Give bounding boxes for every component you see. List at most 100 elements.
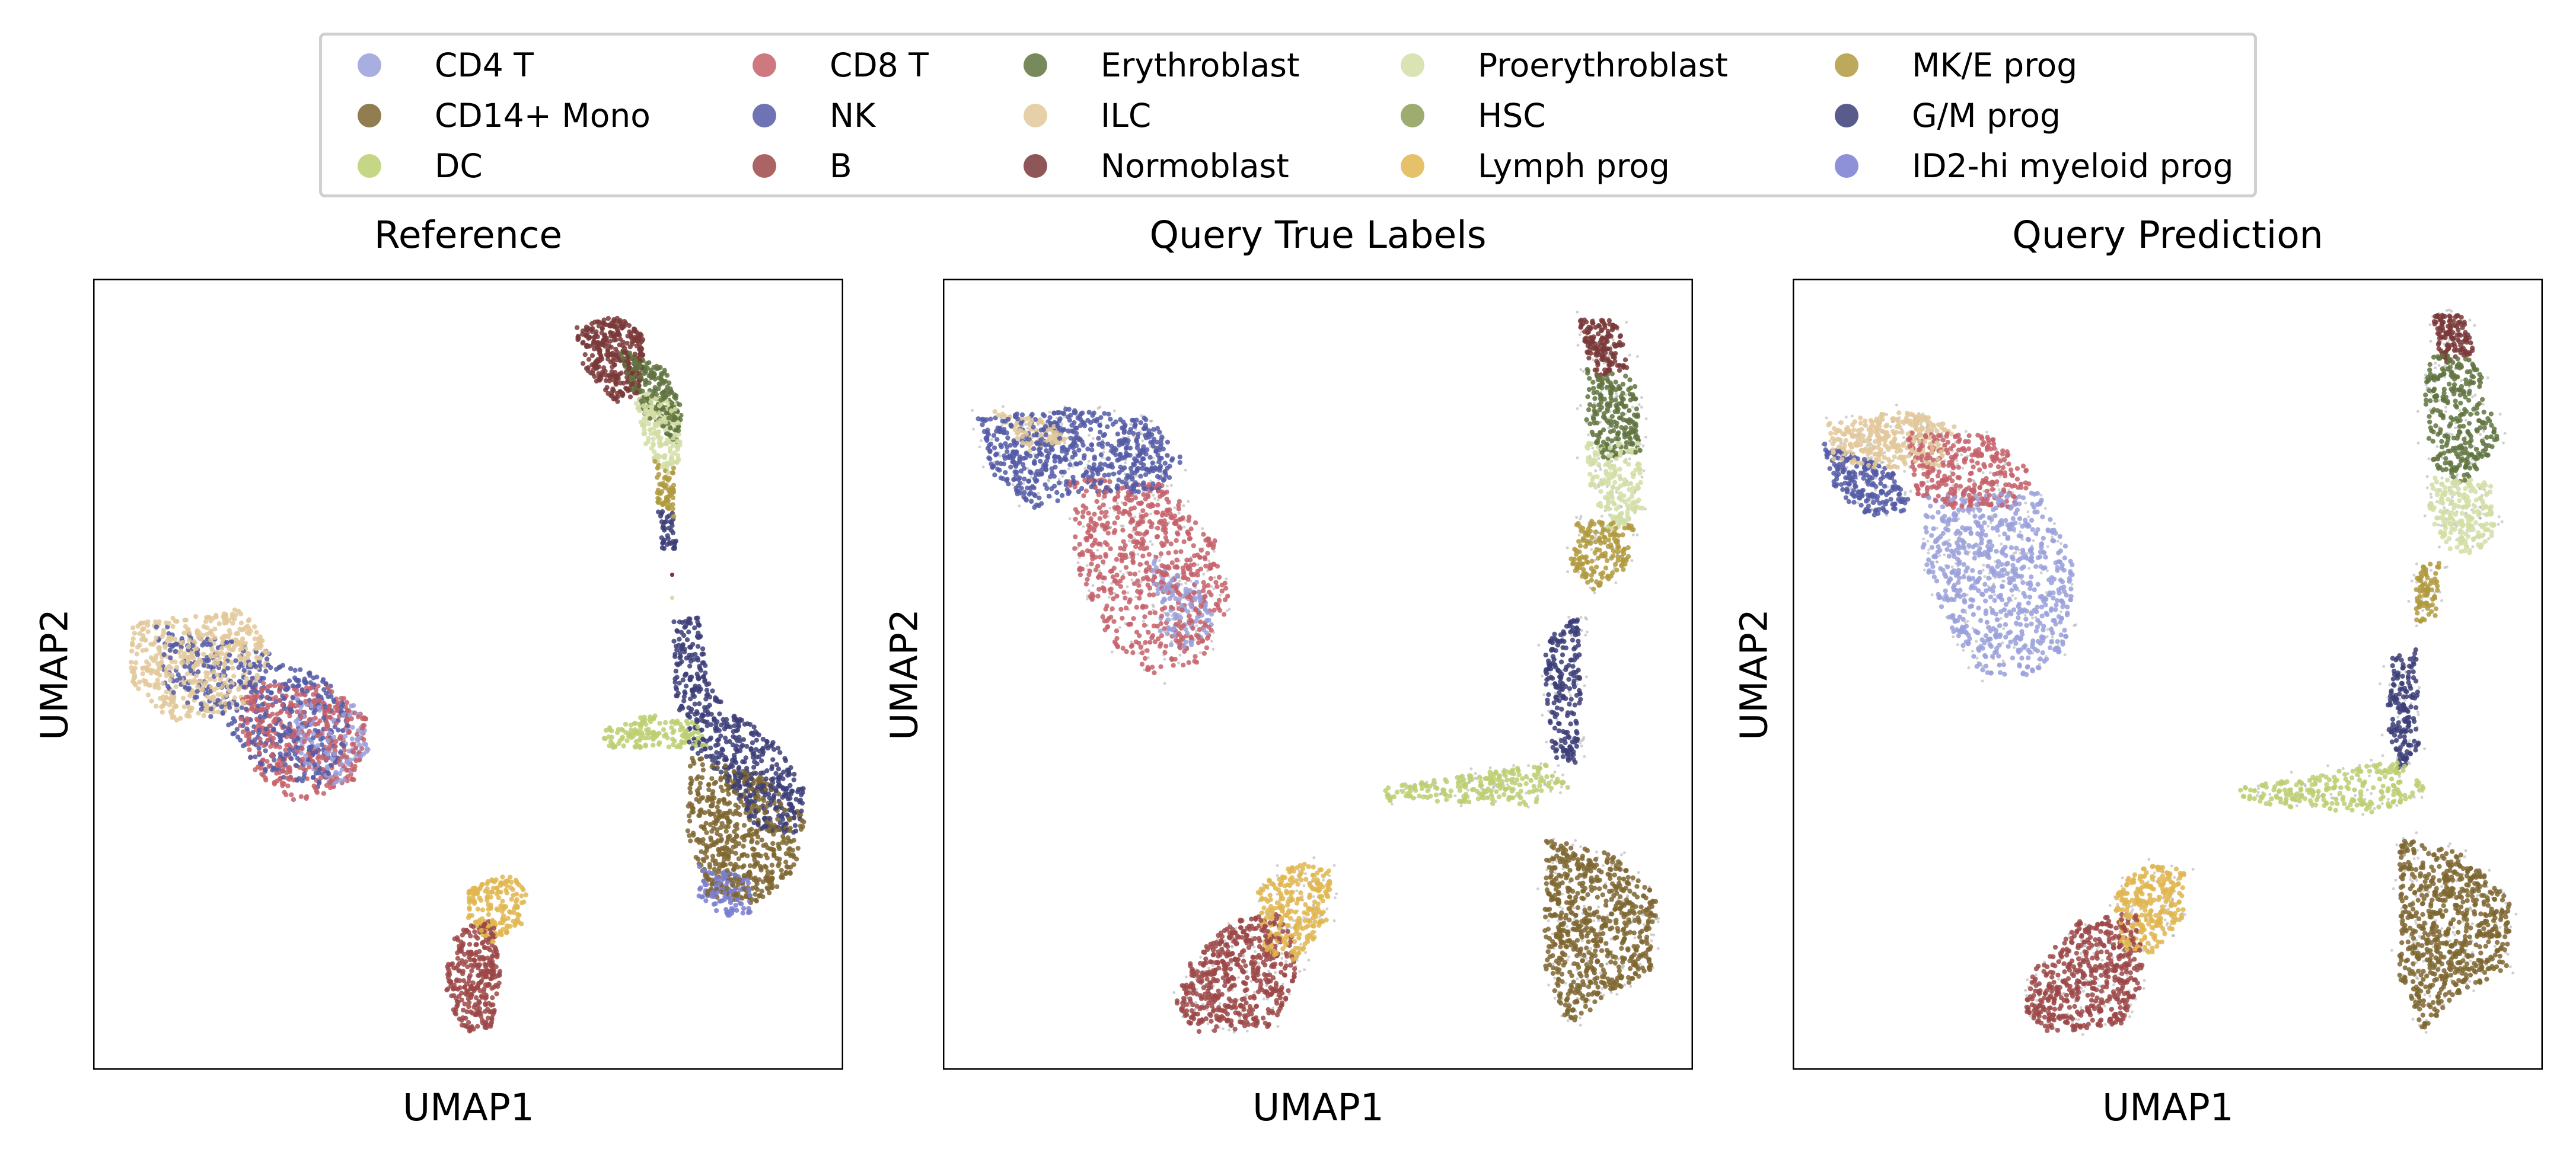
point-g-m-prog — [674, 675, 680, 680]
point-b — [457, 993, 462, 999]
point-lymph-prog — [521, 899, 527, 905]
point-unlabeled — [1112, 409, 1116, 413]
point-g-m-prog — [753, 798, 758, 804]
point-cd14-mono — [723, 769, 729, 775]
point-nk — [179, 636, 184, 641]
point-cd8-t — [294, 688, 299, 694]
point-cd14-mono — [751, 846, 757, 852]
point-g-m-prog — [751, 724, 757, 730]
point-cd8-t — [307, 717, 312, 723]
legend-label: G/M prog — [1912, 97, 2061, 135]
point-erythroblast — [644, 361, 649, 366]
point-ilc — [221, 662, 227, 667]
point-normoblast — [607, 352, 613, 357]
point-cd14-mono — [741, 873, 747, 878]
point-dc — [670, 730, 675, 736]
point-ilc — [211, 615, 216, 621]
point-cd14-mono — [700, 767, 706, 773]
point-b — [451, 986, 456, 992]
point-unlabeled — [1210, 640, 1213, 643]
point-dc — [669, 736, 675, 742]
point-nk — [323, 681, 329, 686]
point-ilc — [244, 676, 249, 681]
point-nk — [288, 666, 294, 672]
point-nk — [320, 735, 326, 741]
point-dc — [621, 743, 626, 749]
point-nk — [235, 734, 241, 740]
point-cd14-mono — [709, 877, 715, 883]
point-nk — [311, 775, 316, 780]
point-cd14-mono — [696, 857, 701, 862]
point-g-m-prog — [799, 809, 804, 814]
point-b — [488, 976, 493, 982]
point-ilc — [213, 653, 218, 659]
point-proerythroblast — [649, 446, 654, 451]
point-normoblast — [611, 388, 616, 394]
point-cd14-mono — [759, 837, 764, 843]
point-ilc — [186, 638, 192, 643]
point-g-m-prog — [683, 619, 688, 624]
point-cd14-mono — [720, 863, 726, 868]
point-nk — [256, 746, 262, 751]
point-b — [490, 995, 495, 1001]
point-g-m-prog — [668, 541, 673, 547]
point-unlabeled — [1067, 467, 1070, 471]
point-cd14-mono — [711, 825, 716, 831]
point-ilc — [232, 695, 238, 701]
point-nk — [321, 715, 327, 720]
point-g-m-prog — [760, 826, 765, 831]
point-cd14-mono — [715, 809, 720, 814]
point-g-m-prog — [699, 748, 704, 753]
point-cd4-t — [306, 736, 312, 742]
point-lymph-prog — [504, 929, 509, 935]
point-normoblast — [625, 359, 631, 365]
point-unlabeled — [1599, 420, 1602, 424]
point-lymph-prog — [500, 874, 505, 880]
point-ilc — [130, 636, 136, 641]
point-dc — [662, 720, 668, 726]
point-ilc — [203, 674, 209, 679]
point-unlabeled — [1631, 533, 1635, 537]
point-nk — [290, 695, 296, 701]
point-ilc — [168, 699, 174, 705]
point-erythroblast — [643, 378, 649, 384]
point-erythroblast — [654, 366, 659, 372]
point-proerythroblast — [668, 461, 673, 467]
point-normoblast — [591, 363, 597, 368]
point-b — [493, 948, 499, 954]
point-ilc — [205, 625, 210, 631]
point-nk — [208, 714, 213, 719]
point-g-m-prog — [695, 619, 700, 625]
point-normoblast — [630, 381, 636, 386]
point-cd8-t — [353, 758, 359, 763]
point-cd8-t — [258, 766, 263, 771]
point-g-m-prog — [715, 760, 721, 766]
point-g-m-prog — [734, 743, 739, 749]
point-g-m-prog — [745, 798, 751, 804]
point-cd8-t — [244, 716, 250, 721]
point-cd8-t — [340, 754, 345, 759]
point-cd14-mono — [704, 845, 710, 851]
point-proerythroblast — [669, 454, 674, 459]
point-cd8-t — [349, 716, 354, 721]
point-b — [475, 1024, 480, 1029]
legend-label: B — [830, 147, 852, 185]
point-dc — [689, 720, 694, 725]
point-b — [466, 1004, 471, 1009]
point-id2-hi-myeloid-prog — [703, 898, 709, 903]
point-cd14-mono — [719, 820, 725, 826]
point-cd4-t — [298, 704, 304, 710]
point-proerythroblast — [647, 427, 653, 433]
point-nk — [291, 738, 297, 744]
point-cd8-t — [333, 720, 339, 726]
point-unlabeled — [1644, 417, 1648, 420]
point-dc — [608, 739, 614, 744]
point-g-m-prog — [699, 651, 704, 657]
point-unlabeled — [1087, 459, 1091, 463]
point-unlabeled — [1225, 577, 1228, 580]
point-lymph-prog — [510, 887, 516, 892]
point-unlabeled — [1182, 504, 1185, 507]
point-cd14-mono — [788, 853, 793, 858]
point-nk — [263, 748, 268, 753]
point-g-m-prog — [710, 753, 715, 759]
